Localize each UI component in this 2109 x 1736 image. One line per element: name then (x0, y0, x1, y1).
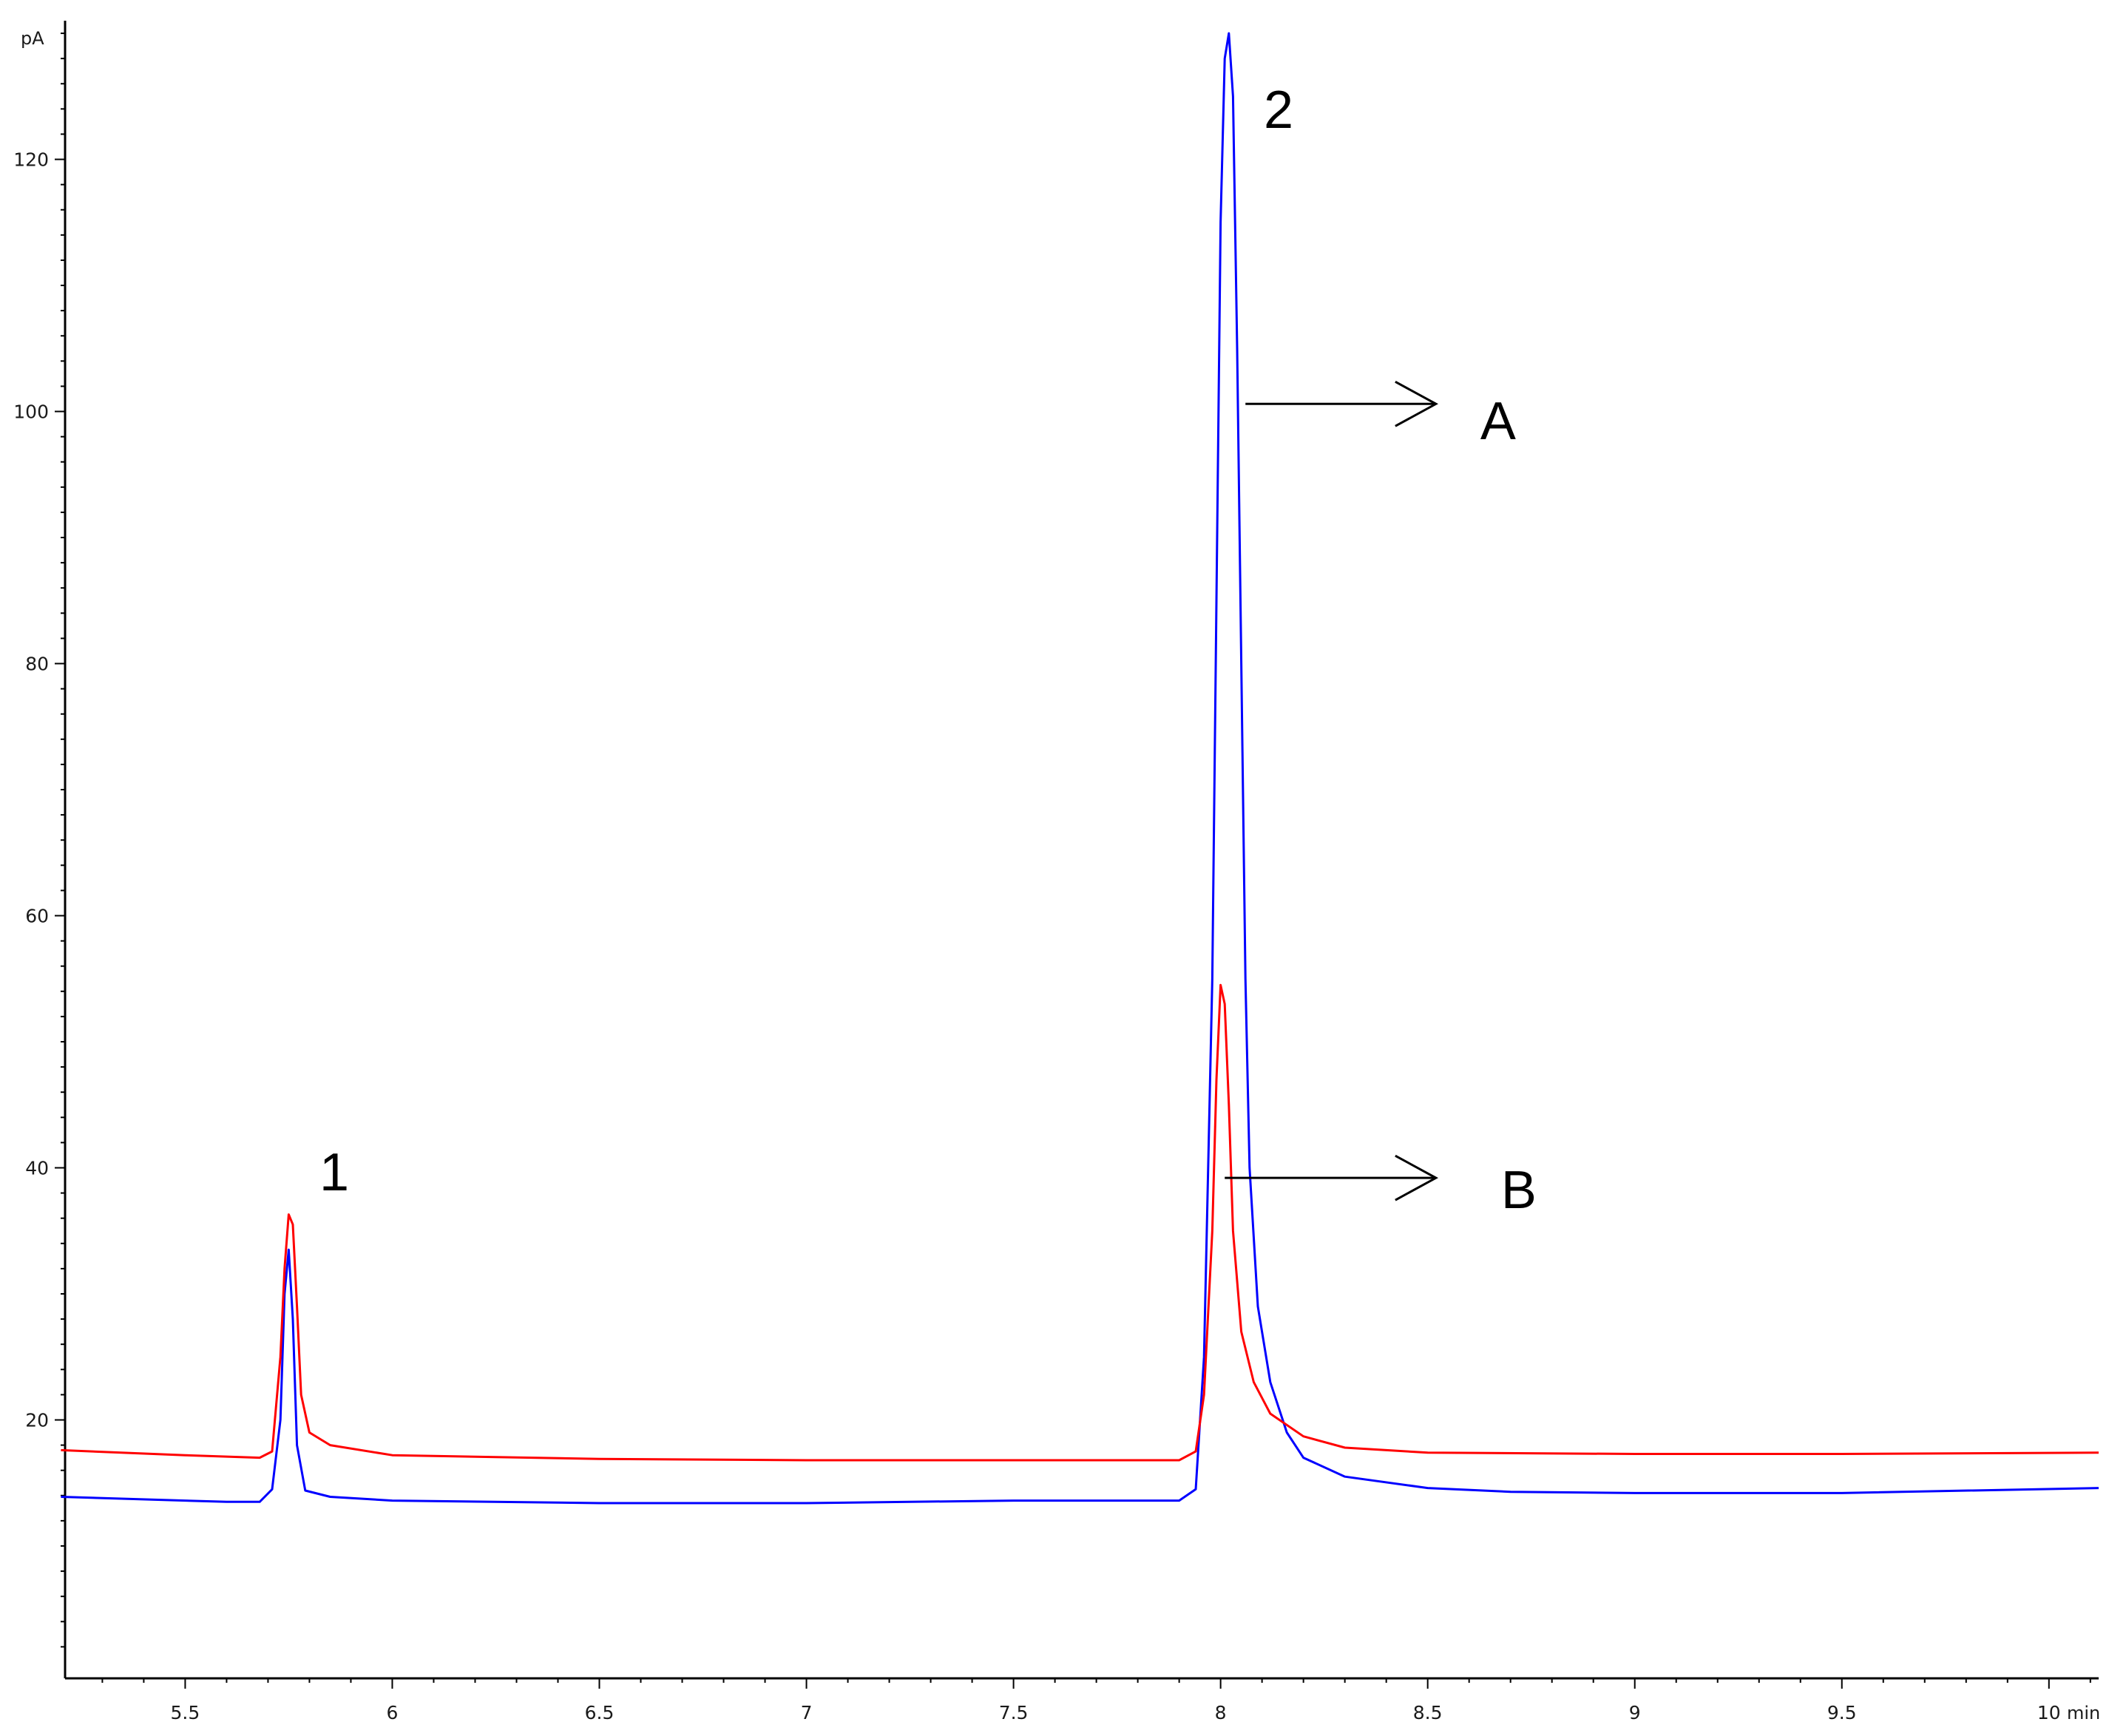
annotation-label-1: 1 (319, 1143, 349, 1202)
minor-tick-marks (61, 33, 2091, 1683)
y-tick-label: 40 (25, 1157, 49, 1179)
y-tick-label: 120 (13, 149, 49, 171)
x-tick-label: 5.5 (171, 1702, 200, 1723)
x-tick-label: 6 (387, 1702, 399, 1723)
annotation-arrowhead-1 (1395, 380, 1439, 427)
y-axis-ticks: 20 40 60 80 100 120 (13, 149, 65, 1431)
x-tick-label: 9.5 (1827, 1702, 1857, 1723)
x-tick-label: 10 (2037, 1702, 2061, 1723)
y-axis-unit-label: pA (21, 28, 44, 49)
x-tick-label: 7.5 (999, 1702, 1029, 1723)
x-tick-label: 7 (801, 1702, 813, 1723)
annotation-label-2: 2 (1264, 81, 1293, 140)
y-tick-label: 60 (25, 906, 49, 927)
y-tick-label: 80 (25, 654, 49, 675)
x-tick-label: 9 (1629, 1702, 1641, 1723)
x-axis-ticks: 5.5 6 6.5 7 7.5 8 8.5 9 9.5 10 (171, 1678, 2061, 1723)
series-layer (61, 32, 2099, 1505)
series-line-1 (61, 32, 2099, 1505)
x-tick-label: 8 (1215, 1702, 1227, 1723)
annotation-label-a: A (1480, 392, 1516, 451)
y-tick-label: 100 (13, 401, 49, 423)
y-tick-label: 20 (25, 1409, 49, 1431)
arrow-layer (1225, 380, 1439, 1201)
x-axis-unit-label: min (2067, 1703, 2100, 1723)
x-tick-label: 8.5 (1413, 1702, 1443, 1723)
series-line-2 (61, 983, 2099, 1462)
x-tick-label: 6.5 (585, 1702, 615, 1723)
annotation-layer: 1 2 A B (319, 81, 1537, 1220)
annotation-label-b: B (1501, 1161, 1537, 1220)
annotation-arrowhead-2 (1395, 1154, 1439, 1201)
